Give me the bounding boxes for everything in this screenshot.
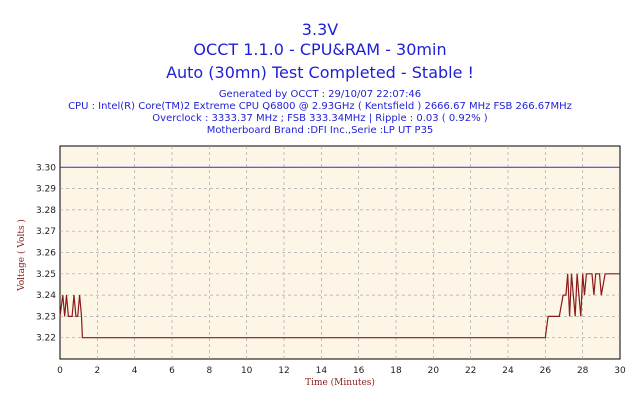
y-tick-label: 3.27 [36,227,56,237]
x-tick-label: 26 [540,366,552,376]
x-axis-ticks: 0 2 4 6 8 10 12 14 16 18 20 22 24 26 28 30 [57,366,626,376]
y-tick-label: 3.22 [36,334,56,344]
x-tick-label: 16 [353,366,365,376]
x-tick-label: 28 [577,366,589,376]
x-tick-label: 4 [132,366,138,376]
x-tick-label: 8 [206,366,212,376]
plot-area [59,145,621,360]
x-axis-label: Time (Minutes) [305,377,375,388]
y-tick-label: 3.29 [36,185,56,195]
x-tick-label: 20 [428,366,440,376]
y-axis-ticks: 3.22 3.23 3.24 3.25 3.26 3.27 3.28 3.29 3.30 [36,163,56,343]
x-tick-label: 10 [241,366,253,376]
x-tick-label: 24 [502,366,514,376]
y-tick-label: 3.24 [36,291,56,301]
info-motherboard: Motherboard Brand :DFI Inc.,Serie :LP UT… [207,125,434,136]
y-tick-label: 3.25 [36,270,56,280]
chart-subtitle-status: Auto (30mn) Test Completed - Stable ! [166,63,474,82]
y-tick-label: 3.30 [36,163,56,173]
info-cpu: CPU : Intel(R) Core(TM)2 Extreme CPU Q68… [68,101,572,112]
chart-title: 3.3V [302,20,338,39]
chart-subtitle-test: OCCT 1.1.0 - CPU&RAM - 30min [193,40,446,59]
x-tick-label: 12 [278,366,289,376]
x-tick-label: 22 [465,366,476,376]
x-tick-label: 2 [94,366,100,376]
y-tick-label: 3.26 [36,249,56,259]
x-tick-label: 0 [57,366,63,376]
x-tick-label: 6 [169,366,175,376]
x-tick-label: 30 [614,366,626,376]
x-tick-label: 14 [316,366,328,376]
y-tick-label: 3.28 [36,206,56,216]
series-line-0 [59,273,620,339]
x-tick-label: 18 [390,366,402,376]
info-overclock: Overclock : 3333.37 MHz ; FSB 333.34MHz … [152,113,488,124]
y-tick-label: 3.23 [36,312,56,322]
series-voltage [59,273,620,339]
y-axis-label: Voltage ( Volts ) [16,219,27,292]
info-generated: Generated by OCCT : 29/10/07 22:07:46 [219,89,421,100]
